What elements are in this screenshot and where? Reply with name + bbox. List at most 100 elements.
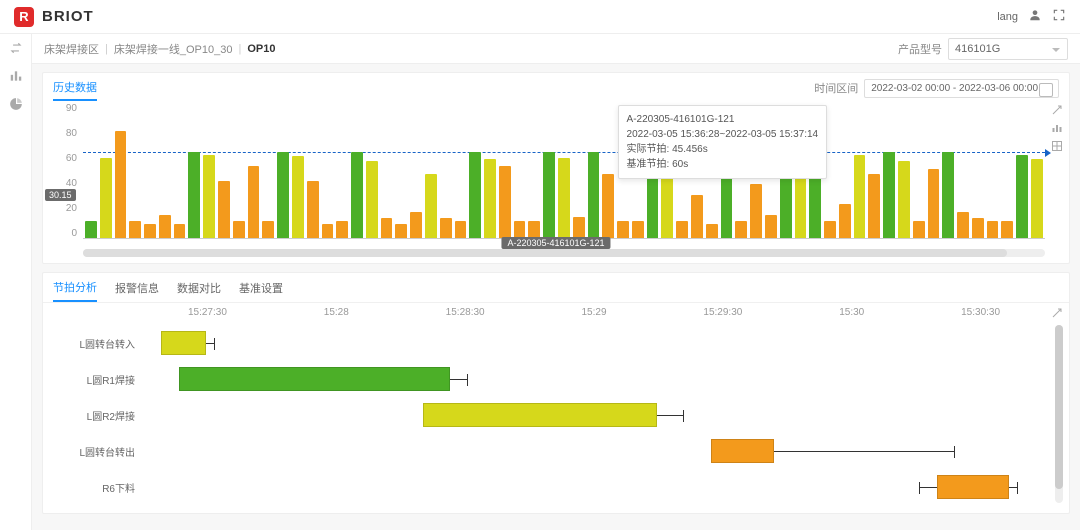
bar[interactable]: [336, 221, 348, 238]
bar[interactable]: [883, 152, 895, 238]
bar[interactable]: [928, 169, 940, 238]
bar[interactable]: [262, 221, 274, 238]
bar-chart: 90806040200 30.15 A-220305-416101G-121 A…: [43, 103, 1069, 263]
bar[interactable]: [543, 152, 555, 238]
gantt-chart: 15:27:3015:2815:28:3015:2915:29:3015:301…: [43, 303, 1069, 513]
bar[interactable]: [499, 166, 511, 238]
tab-0[interactable]: 节拍分析: [53, 279, 97, 302]
gantt-row-label: L圆R2焊接: [51, 408, 143, 423]
bar[interactable]: [218, 181, 230, 238]
time-range-input[interactable]: 2022-03-02 00:00 - 2022-03-06 00:00: [864, 79, 1059, 98]
gantt-expand-icon[interactable]: [1051, 307, 1063, 322]
bar[interactable]: [1031, 159, 1043, 238]
nav-exchange-icon[interactable]: [8, 40, 24, 56]
bar[interactable]: [129, 221, 141, 238]
bar[interactable]: [735, 221, 747, 238]
fullscreen-icon[interactable]: [1052, 8, 1066, 25]
bar[interactable]: [676, 221, 688, 238]
bar[interactable]: [455, 221, 467, 238]
username: lang: [997, 11, 1018, 23]
gantt-bar[interactable]: [423, 403, 658, 427]
bar[interactable]: [706, 224, 718, 238]
bar[interactable]: [839, 204, 851, 238]
bar[interactable]: [85, 221, 97, 238]
tab-history[interactable]: 历史数据: [53, 79, 97, 101]
crumb-2[interactable]: 床架焊接一线_OP10_30: [114, 41, 233, 57]
bar[interactable]: [573, 217, 585, 239]
bar[interactable]: [1016, 155, 1028, 238]
gantt-bar[interactable]: [179, 367, 450, 391]
chart-bars-icon[interactable]: [1049, 121, 1065, 135]
bar[interactable]: [528, 221, 540, 238]
bar[interactable]: [292, 156, 304, 238]
bar[interactable]: [750, 184, 762, 238]
crumb-1[interactable]: 床架焊接区: [44, 41, 99, 57]
bar[interactable]: [854, 155, 866, 238]
bar[interactable]: [484, 159, 496, 238]
gantt-scrollbar[interactable]: [1055, 325, 1063, 503]
bar[interactable]: [307, 181, 319, 238]
bar[interactable]: [381, 218, 393, 238]
bar[interactable]: [913, 221, 925, 238]
bar[interactable]: [174, 224, 186, 238]
topbar: R BRIOT lang: [0, 0, 1080, 34]
analysis-panel: 节拍分析 报警信息 数据对比 基准设置 15:27:3015:2815:28:3015…: [42, 272, 1070, 514]
bar[interactable]: [942, 152, 954, 238]
bar[interactable]: [322, 224, 334, 238]
tab-2[interactable]: 数据对比: [177, 280, 221, 296]
nav-pie-icon[interactable]: [8, 96, 24, 112]
bar[interactable]: [248, 166, 260, 238]
user-icon[interactable]: [1028, 8, 1042, 25]
side-rail: [0, 34, 32, 530]
chart-expand-icon[interactable]: [1049, 103, 1065, 117]
logo-icon: R: [14, 7, 34, 27]
bar[interactable]: [395, 224, 407, 238]
gantt-row-label: L圆R1焊接: [51, 372, 143, 387]
bar[interactable]: [602, 174, 614, 239]
bar[interactable]: [351, 152, 363, 238]
bar[interactable]: [410, 212, 422, 238]
bar[interactable]: [115, 131, 127, 239]
bar[interactable]: [972, 218, 984, 238]
y-axis: 90806040200: [51, 103, 77, 239]
chart-tools: [1049, 103, 1065, 153]
gantt-bar[interactable]: [711, 439, 774, 463]
bar[interactable]: [765, 215, 777, 238]
bar[interactable]: [188, 152, 200, 238]
bar[interactable]: [100, 158, 112, 238]
bar[interactable]: [469, 152, 481, 238]
nav-bars-icon[interactable]: [8, 68, 24, 84]
gantt-xaxis: 15:27:3015:2815:28:3015:2915:29:3015:301…: [143, 307, 1045, 321]
bar[interactable]: [514, 221, 526, 238]
bar[interactable]: [159, 215, 171, 238]
bar[interactable]: [868, 174, 880, 239]
bar[interactable]: [824, 221, 836, 238]
bar[interactable]: [795, 171, 807, 238]
bar[interactable]: [898, 161, 910, 238]
product-label: 产品型号: [898, 41, 942, 57]
bar[interactable]: [425, 174, 437, 239]
bar[interactable]: [617, 221, 629, 238]
bar[interactable]: [277, 152, 289, 238]
bar[interactable]: [691, 195, 703, 238]
bar[interactable]: [144, 224, 156, 238]
bar[interactable]: [558, 158, 570, 238]
bar[interactable]: [440, 218, 452, 238]
bar[interactable]: [203, 155, 215, 238]
bar[interactable]: [588, 152, 600, 238]
chart-grid-icon[interactable]: [1049, 139, 1065, 153]
bar[interactable]: [366, 161, 378, 238]
gantt-bar[interactable]: [937, 475, 1009, 499]
product-select[interactable]: 416101G: [948, 38, 1068, 60]
tab-1[interactable]: 报警信息: [115, 280, 159, 296]
tab-3[interactable]: 基准设置: [239, 280, 283, 296]
bar[interactable]: [957, 212, 969, 238]
bar[interactable]: [632, 221, 644, 238]
crumb-3: OP10: [247, 43, 275, 55]
bar[interactable]: [1001, 221, 1013, 238]
chart-scrollbar[interactable]: [83, 249, 1045, 257]
gantt-row-label: L圆转台转入: [51, 336, 143, 351]
bar[interactable]: [233, 221, 245, 238]
gantt-bar[interactable]: [161, 331, 206, 355]
bar[interactable]: [987, 221, 999, 238]
